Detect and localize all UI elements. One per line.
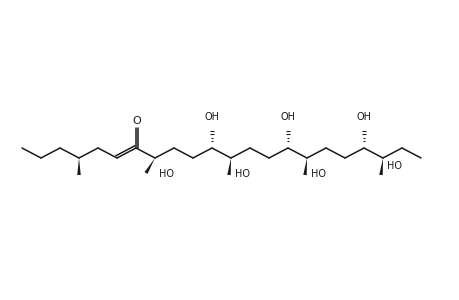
Polygon shape: [77, 158, 81, 175]
Text: HO: HO: [159, 169, 174, 179]
Polygon shape: [227, 158, 230, 175]
Text: HO: HO: [235, 169, 249, 179]
Text: OH: OH: [204, 112, 219, 122]
Polygon shape: [302, 158, 306, 175]
Text: OH: OH: [280, 112, 295, 122]
Text: HO: HO: [386, 161, 401, 171]
Text: OH: OH: [356, 112, 371, 122]
Text: HO: HO: [310, 169, 325, 179]
Polygon shape: [144, 158, 155, 174]
Polygon shape: [378, 158, 382, 175]
Text: O: O: [132, 116, 141, 126]
